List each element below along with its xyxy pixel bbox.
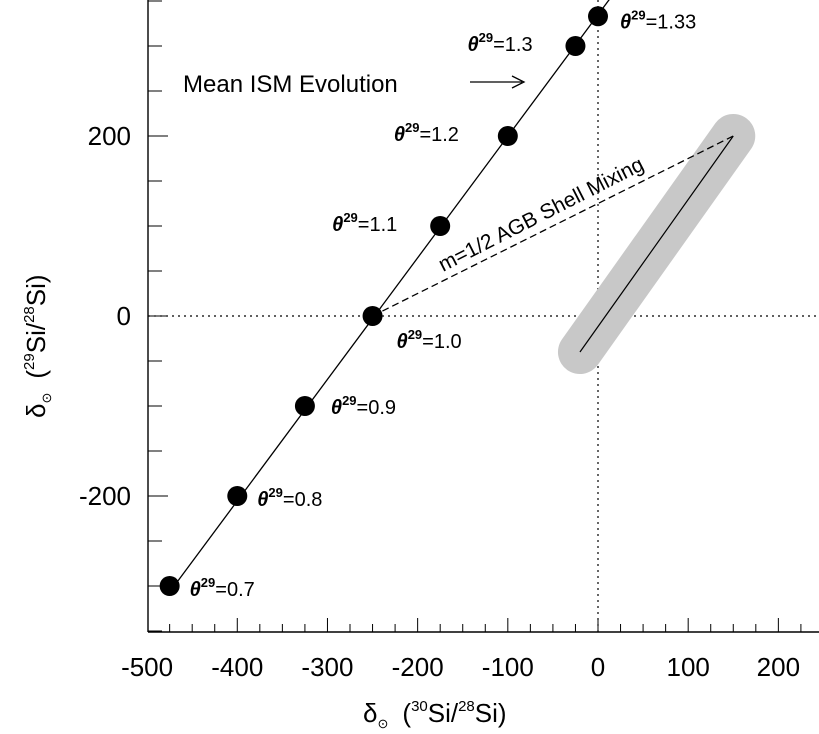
x-tick-label: -500 xyxy=(121,652,173,682)
data-points xyxy=(159,6,608,596)
minor-ticks xyxy=(148,0,802,632)
data-label: θ29=0.9 xyxy=(331,393,396,419)
data-label: θ29=0.7 xyxy=(190,575,255,601)
y-tick-label: -200 xyxy=(79,481,131,511)
mainstream-band-centerline xyxy=(579,135,734,353)
mainstream-band xyxy=(557,114,756,374)
x-tick-label: 0 xyxy=(591,652,605,682)
point-labels: θ29=0.7 θ29=0.8 θ29=0.9 θ29=1.0 θ29=1.1 θ29=1… xyxy=(190,7,697,601)
x-tick-label: -400 xyxy=(211,652,263,682)
x-tick-label: -300 xyxy=(301,652,353,682)
y-tick-label: 200 xyxy=(88,121,131,151)
x-tick-label: 200 xyxy=(757,652,800,682)
agb-mixing-label: m=1/2 AGB Shell Mixing xyxy=(435,153,648,277)
mean-ism-line xyxy=(173,0,610,587)
trend-lines xyxy=(173,0,734,587)
y-axis-title: δ⊙(29Si/28Si) xyxy=(21,274,54,418)
data-point xyxy=(159,576,180,596)
x-tick-label: 100 xyxy=(666,652,709,682)
data-label: θ29=1.1 xyxy=(332,210,397,236)
mean-ism-arrow-head xyxy=(511,75,526,89)
data-point xyxy=(497,126,518,146)
mean-ism-label: Mean ISM Evolution xyxy=(183,71,398,98)
reference-lines xyxy=(148,0,819,632)
mean-ism-annotation: Mean ISM Evolution xyxy=(183,71,526,98)
data-label: θ29=1.0 xyxy=(397,327,462,353)
data-label: θ29=1.3 xyxy=(467,30,532,56)
data-point xyxy=(227,486,248,506)
tick-labels: -500 -400 -300 -200 -100 0 100 200 -200 0 200 xyxy=(79,121,800,682)
data-point xyxy=(588,6,608,27)
data-point xyxy=(294,396,315,416)
data-point xyxy=(362,306,383,326)
y-tick-label: 0 xyxy=(117,301,131,331)
data-point xyxy=(430,216,451,236)
data-label: θ29=0.8 xyxy=(257,485,322,511)
data-label: θ29=1.2 xyxy=(394,120,459,146)
data-label: θ29=1.33 xyxy=(620,7,696,33)
x-tick-label: -200 xyxy=(392,652,444,682)
data-point xyxy=(565,36,586,56)
x-axis-title: δ⊙ (30Si/28Si) xyxy=(363,698,507,731)
agb-mixing-line xyxy=(372,135,734,317)
x-tick-label: -100 xyxy=(482,652,534,682)
